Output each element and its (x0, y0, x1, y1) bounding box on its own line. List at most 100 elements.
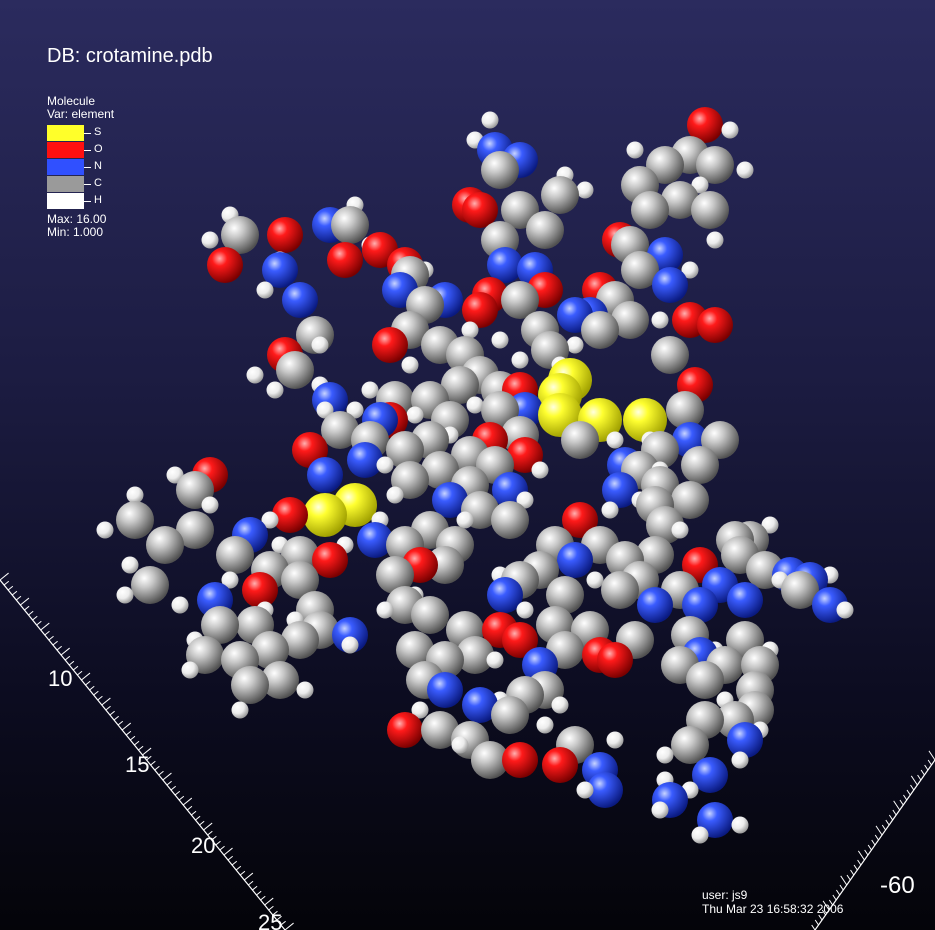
atom-c (421, 711, 459, 749)
legend-label-o: O (94, 143, 103, 155)
atom-c (281, 561, 319, 599)
atom-c (541, 176, 579, 214)
atom-h (566, 336, 584, 354)
atom-h (376, 456, 394, 474)
legend-swatch-h (47, 193, 84, 209)
atom-h (411, 701, 429, 719)
atom-h (516, 491, 534, 509)
atom-c (376, 556, 414, 594)
atom-h (491, 331, 509, 349)
atom-h (96, 521, 114, 539)
atom-o (327, 242, 363, 278)
atom-c (671, 481, 709, 519)
atom-c (611, 301, 649, 339)
atom-c (176, 511, 214, 549)
atom-n (587, 772, 623, 808)
atom-c (671, 726, 709, 764)
atom-h (536, 716, 554, 734)
atom-c (501, 281, 539, 319)
atom-c (426, 546, 464, 584)
atom-c (546, 576, 584, 614)
atom-h (761, 516, 779, 534)
atom-c (411, 596, 449, 634)
user-info: user: js9 Thu Mar 23 16:58:32 2006 (702, 888, 843, 916)
atom-n (347, 442, 383, 478)
atom-o (502, 742, 538, 778)
atom-c (561, 421, 599, 459)
atom-h (576, 781, 594, 799)
atom-h (576, 181, 594, 199)
atom-h (721, 121, 739, 139)
legend-entry-o: O (47, 141, 114, 158)
atom-n (357, 522, 393, 558)
legend-swatch-o (47, 142, 84, 158)
atom-h (516, 601, 534, 619)
axis-tick-label-10: 10 (48, 666, 73, 691)
atom-c (146, 526, 184, 564)
atom-n (487, 247, 523, 283)
atom-c (261, 661, 299, 699)
legend-swatch-s (47, 125, 84, 141)
atom-h (651, 311, 669, 329)
atom-c (696, 146, 734, 184)
atom-h (601, 501, 619, 519)
atom-h (606, 731, 624, 749)
atom-h (171, 596, 189, 614)
atom-h (671, 521, 689, 539)
legend-entry-n: N (47, 158, 114, 175)
atom-n (602, 472, 638, 508)
atom-c (456, 636, 494, 674)
atom-c (526, 211, 564, 249)
atom-h (201, 231, 219, 249)
atom-h (656, 746, 674, 764)
atom-h (311, 336, 329, 354)
atom-c (116, 501, 154, 539)
element-legend: Molecule Var: element S O N C H (47, 95, 114, 239)
atom-c (581, 311, 619, 349)
atom-o (267, 217, 303, 253)
user-name: user: js9 (702, 888, 748, 902)
atom-h (376, 601, 394, 619)
atom-c (131, 566, 169, 604)
legend-entry-c: C (47, 175, 114, 192)
atom-h (836, 601, 854, 619)
axis-left (0, 572, 294, 930)
atom-h (401, 356, 419, 374)
atom-o (597, 642, 633, 678)
atom-c (441, 366, 479, 404)
legend-variable: Var: element (47, 107, 115, 121)
atom-n (727, 582, 763, 618)
axis-tick-label-neg60: -60 (880, 872, 915, 899)
database-title: DB: crotamine.pdb (47, 45, 213, 67)
atom-o (687, 107, 723, 143)
atom-h (341, 636, 359, 654)
legend-label-n: N (94, 160, 102, 172)
atom-o (387, 712, 423, 748)
atom-h (586, 571, 604, 589)
atom-c (631, 191, 669, 229)
atom-c (221, 216, 259, 254)
legend-swatches: S O N C H (47, 124, 114, 209)
atom-c (231, 666, 269, 704)
atom-n (487, 577, 523, 613)
atom-o (242, 572, 278, 608)
atom-o (312, 542, 348, 578)
atom-c (386, 431, 424, 469)
atom-h (626, 141, 644, 159)
atom-h (256, 281, 274, 299)
atom-h (736, 161, 754, 179)
axis-right (811, 750, 935, 930)
atom-h (481, 111, 499, 129)
atom-h (466, 396, 484, 414)
legend-title: Molecule (47, 94, 96, 108)
atom-c (491, 696, 529, 734)
atom-h (531, 461, 549, 479)
atom-o (272, 497, 308, 533)
atom-c (216, 536, 254, 574)
atom-c (651, 336, 689, 374)
atom-h (201, 496, 219, 514)
atom-c (481, 151, 519, 189)
atom-c (601, 571, 639, 609)
